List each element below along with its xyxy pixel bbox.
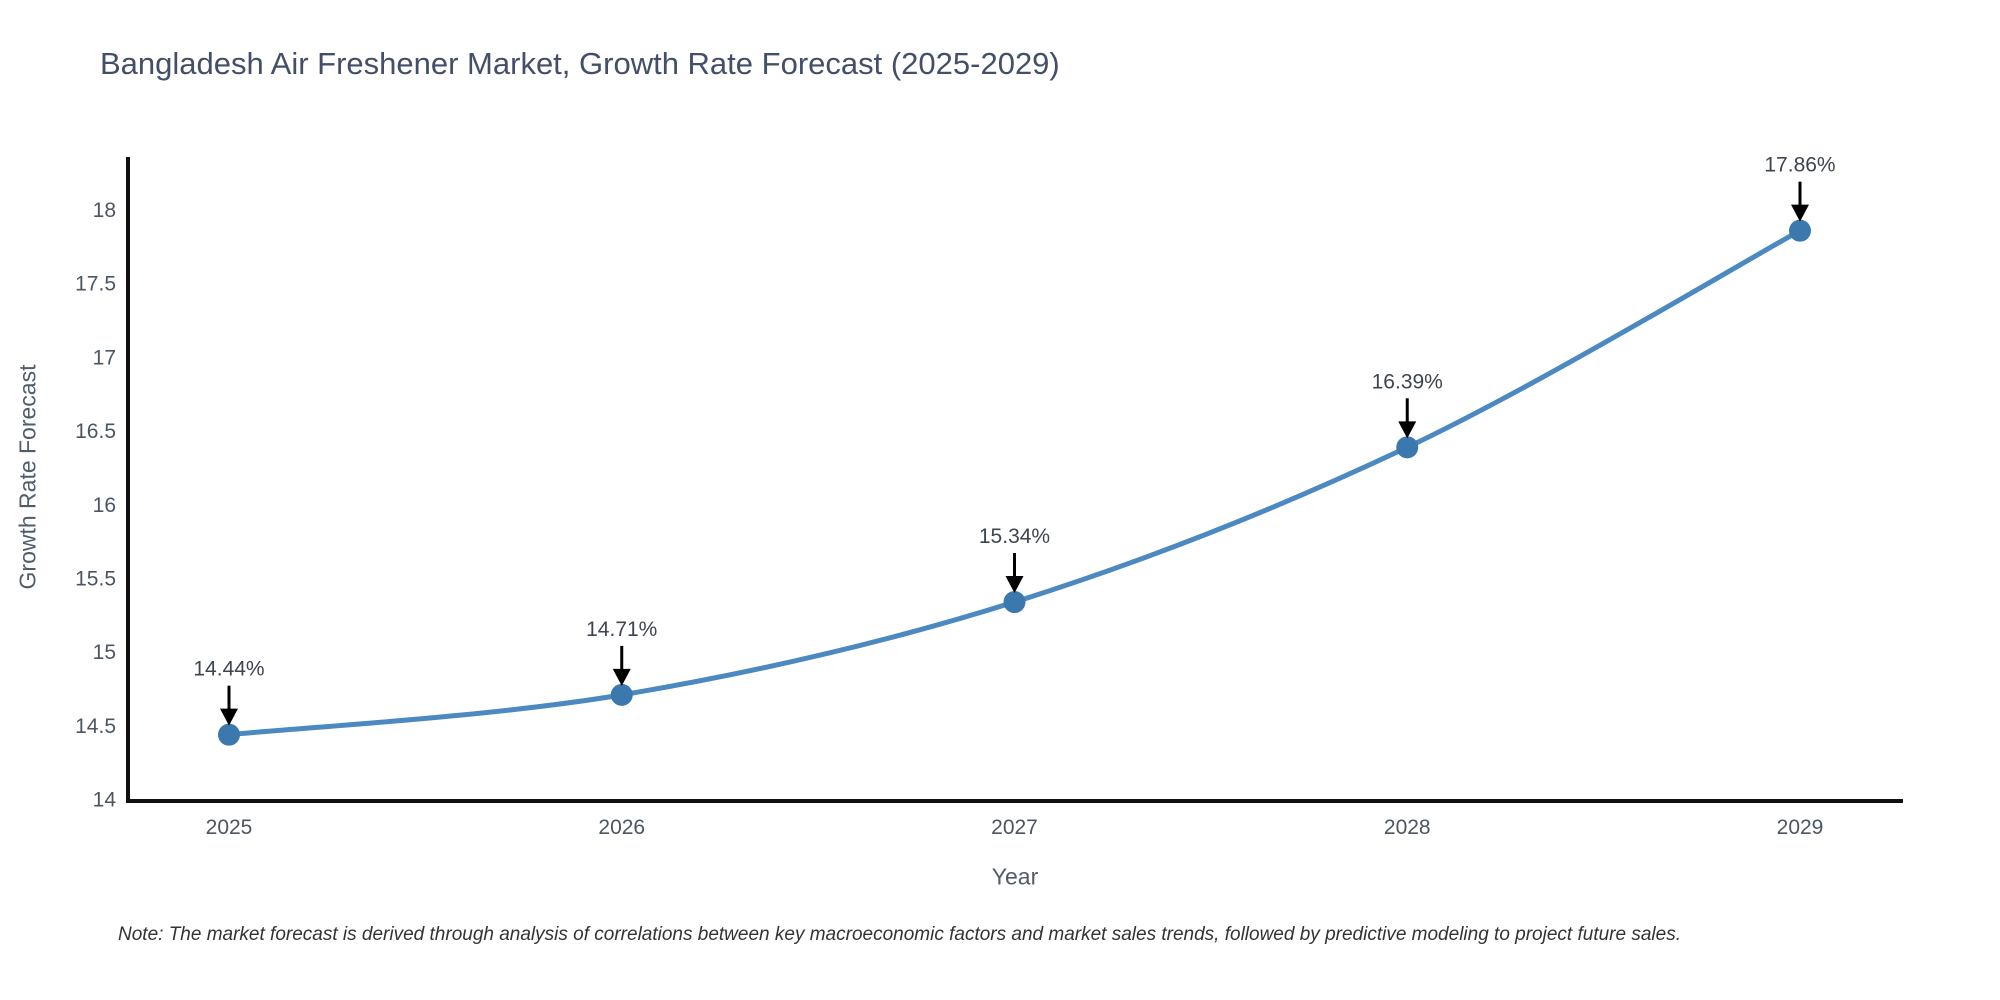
- y-tick-label: 15.5: [75, 567, 116, 590]
- data-point-marker: [610, 683, 633, 706]
- y-tick-label: 15: [93, 641, 116, 664]
- y-tick-label: 17: [93, 346, 116, 369]
- x-axis-title: Year: [991, 863, 1039, 890]
- x-tick-label: 2028: [1384, 816, 1431, 839]
- y-tick-label: 16: [93, 494, 116, 517]
- x-tick-label: 2026: [598, 816, 645, 839]
- y-tick-label: 16.5: [75, 420, 116, 443]
- data-point-marker: [1396, 436, 1419, 459]
- y-tick-label: 14: [93, 789, 117, 812]
- chart-title: Bangladesh Air Freshener Market, Growth …: [100, 46, 1060, 81]
- y-tick-label: 14.5: [75, 715, 116, 738]
- trend-line: [226, 228, 1803, 738]
- annotation-arrowhead: [1791, 204, 1809, 222]
- x-tick-label: 2025: [206, 816, 253, 839]
- annotation-value-label: 14.71%: [586, 618, 657, 641]
- annotation-arrowhead: [612, 668, 631, 686]
- annotation-arrowhead: [1005, 576, 1024, 594]
- data-point-marker: [1003, 591, 1026, 614]
- annotation-arrowhead: [1398, 421, 1417, 439]
- y-tick-label: 18: [93, 199, 116, 222]
- annotation-value-label: 17.86%: [1764, 154, 1835, 177]
- y-tick-label: 17.5: [75, 273, 116, 296]
- x-tick-label: 2029: [1777, 816, 1824, 839]
- data-point-marker: [1789, 219, 1811, 242]
- chart-footnote: Note: The market forecast is derived thr…: [118, 924, 1681, 945]
- x-tick-label: 2027: [991, 816, 1038, 839]
- annotation-value-label: 15.34%: [979, 525, 1050, 548]
- data-point-marker: [218, 723, 240, 746]
- annotation-value-label: 14.44%: [193, 658, 264, 681]
- annotation-arrowhead: [220, 708, 238, 726]
- annotation-value-label: 16.39%: [1372, 370, 1443, 393]
